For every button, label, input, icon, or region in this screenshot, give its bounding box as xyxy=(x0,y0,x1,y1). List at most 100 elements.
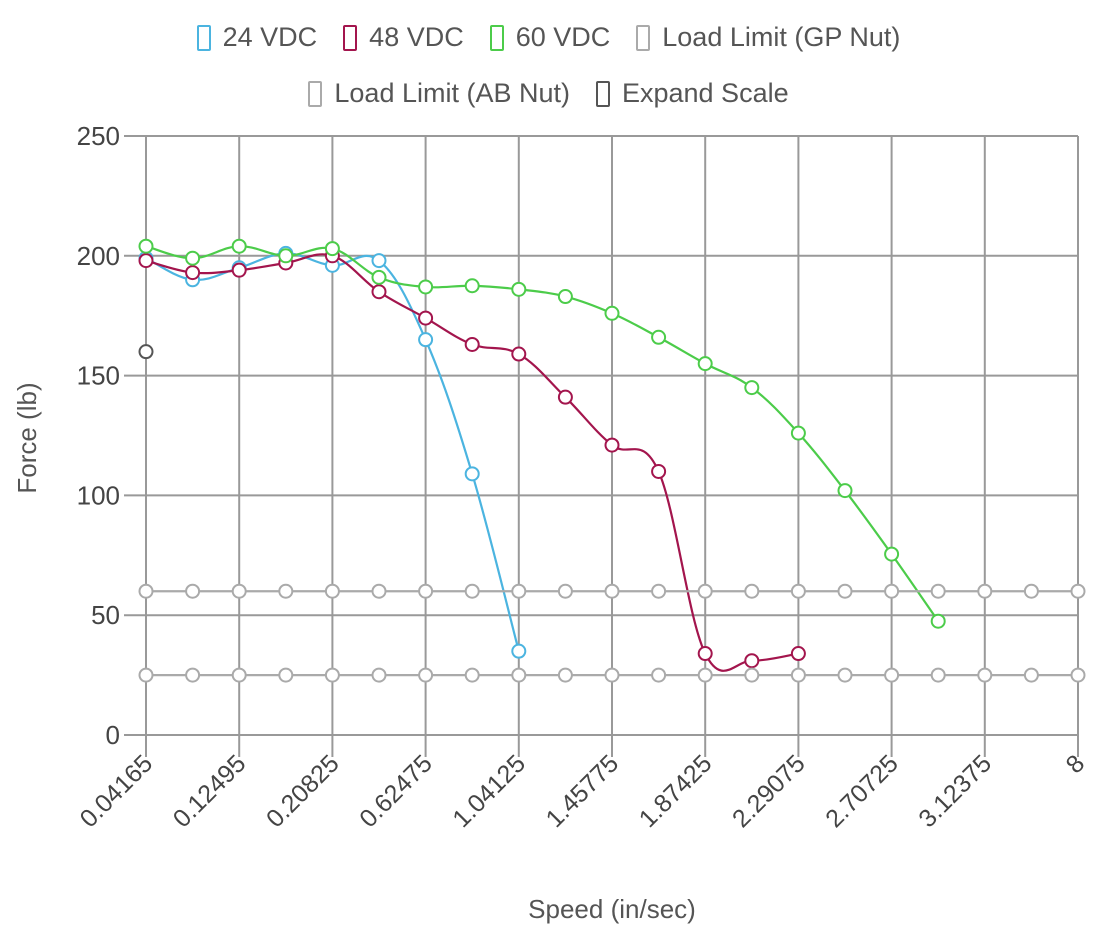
data-point-load-limit-gp-nut[interactable] xyxy=(790,583,806,599)
data-point-48-vdc[interactable] xyxy=(511,346,527,362)
y-tick-labels: 0 50 100 150 200 250 xyxy=(77,121,120,750)
data-point-load-limit-gp-nut[interactable] xyxy=(977,583,993,599)
data-point-48-vdc[interactable] xyxy=(604,437,620,453)
data-point-48-vdc[interactable] xyxy=(418,310,434,326)
data-point-load-limit-ab-nut[interactable] xyxy=(138,667,154,683)
y-tick-label: 0 xyxy=(106,720,120,750)
data-point-60-vdc[interactable] xyxy=(371,269,387,285)
data-point-load-limit-gp-nut[interactable] xyxy=(1070,583,1086,599)
data-point-load-limit-gp-nut[interactable] xyxy=(324,583,340,599)
data-point-load-limit-ab-nut[interactable] xyxy=(1070,667,1086,683)
data-point-60-vdc[interactable] xyxy=(464,278,480,294)
data-point-60-vdc[interactable] xyxy=(231,238,247,254)
data-point-load-limit-gp-nut[interactable] xyxy=(185,583,201,599)
data-point-60-vdc[interactable] xyxy=(837,483,853,499)
data-point-60-vdc[interactable] xyxy=(651,329,667,345)
data-point-24-vdc[interactable] xyxy=(464,466,480,482)
data-point-60-vdc[interactable] xyxy=(697,356,713,372)
data-point-48-vdc[interactable] xyxy=(790,646,806,662)
data-point-60-vdc[interactable] xyxy=(790,425,806,441)
data-point-48-vdc[interactable] xyxy=(371,284,387,300)
data-point-load-limit-ab-nut[interactable] xyxy=(604,667,620,683)
data-point-load-limit-ab-nut[interactable] xyxy=(418,667,434,683)
data-point-load-limit-ab-nut[interactable] xyxy=(651,667,667,683)
data-point-24-vdc[interactable] xyxy=(371,253,387,269)
data-point-load-limit-gp-nut[interactable] xyxy=(557,583,573,599)
data-point-60-vdc[interactable] xyxy=(278,248,294,264)
data-point-load-limit-gp-nut[interactable] xyxy=(1023,583,1039,599)
data-point-expand-scale[interactable] xyxy=(138,344,154,360)
data-point-load-limit-ab-nut[interactable] xyxy=(837,667,853,683)
data-point-load-limit-gp-nut[interactable] xyxy=(884,583,900,599)
legend-swatch[interactable] xyxy=(489,24,504,51)
data-point-load-limit-ab-nut[interactable] xyxy=(930,667,946,683)
legend-item-24-vdc[interactable]: 24 VDC xyxy=(196,22,317,53)
data-point-48-vdc[interactable] xyxy=(651,463,667,479)
data-point-load-limit-ab-nut[interactable] xyxy=(511,667,527,683)
data-point-60-vdc[interactable] xyxy=(744,380,760,396)
legend-item-60-vdc[interactable]: 60 VDC xyxy=(489,22,610,53)
data-point-load-limit-ab-nut[interactable] xyxy=(697,667,713,683)
legend-item-load-limit-ab-nut[interactable]: Load Limit (AB Nut) xyxy=(308,78,570,109)
data-point-60-vdc[interactable] xyxy=(138,238,154,254)
data-point-load-limit-ab-nut[interactable] xyxy=(557,667,573,683)
legend-swatch[interactable] xyxy=(343,24,358,51)
legend-label: Expand Scale xyxy=(621,78,789,108)
data-point-60-vdc[interactable] xyxy=(884,546,900,562)
x-tick-label: 0.04165 xyxy=(75,749,159,833)
data-point-load-limit-gp-nut[interactable] xyxy=(930,583,946,599)
data-point-48-vdc[interactable] xyxy=(697,646,713,662)
data-point-load-limit-gp-nut[interactable] xyxy=(418,583,434,599)
data-point-load-limit-ab-nut[interactable] xyxy=(884,667,900,683)
data-point-load-limit-ab-nut[interactable] xyxy=(324,667,340,683)
data-point-load-limit-ab-nut[interactable] xyxy=(185,667,201,683)
data-point-load-limit-gp-nut[interactable] xyxy=(604,583,620,599)
data-point-24-vdc[interactable] xyxy=(511,643,527,659)
data-point-24-vdc[interactable] xyxy=(418,332,434,348)
data-point-load-limit-gp-nut[interactable] xyxy=(464,583,480,599)
data-point-load-limit-gp-nut[interactable] xyxy=(651,583,667,599)
data-point-48-vdc[interactable] xyxy=(557,389,573,405)
data-point-48-vdc[interactable] xyxy=(185,265,201,281)
data-point-load-limit-ab-nut[interactable] xyxy=(744,667,760,683)
data-point-load-limit-gp-nut[interactable] xyxy=(697,583,713,599)
data-point-48-vdc[interactable] xyxy=(744,653,760,669)
legend-swatch[interactable] xyxy=(595,80,610,107)
data-point-60-vdc[interactable] xyxy=(930,613,946,629)
legend-swatch[interactable] xyxy=(308,80,323,107)
data-point-48-vdc[interactable] xyxy=(464,336,480,352)
legend-item-48-vdc[interactable]: 48 VDC xyxy=(343,22,464,53)
data-point-60-vdc[interactable] xyxy=(185,250,201,266)
x-tick-label: 2.29075 xyxy=(727,749,811,833)
legend-item-expand-scale[interactable]: Expand Scale xyxy=(595,78,789,109)
data-point-load-limit-ab-nut[interactable] xyxy=(977,667,993,683)
data-point-load-limit-ab-nut[interactable] xyxy=(231,667,247,683)
data-point-load-limit-ab-nut[interactable] xyxy=(371,667,387,683)
data-point-load-limit-gp-nut[interactable] xyxy=(837,583,853,599)
data-point-60-vdc[interactable] xyxy=(418,279,434,295)
data-point-60-vdc[interactable] xyxy=(604,305,620,321)
data-point-load-limit-ab-nut[interactable] xyxy=(278,667,294,683)
data-point-load-limit-gp-nut[interactable] xyxy=(371,583,387,599)
legend-swatch[interactable] xyxy=(636,24,651,51)
data-point-60-vdc[interactable] xyxy=(324,241,340,257)
data-point-60-vdc[interactable] xyxy=(511,281,527,297)
data-point-load-limit-gp-nut[interactable] xyxy=(231,583,247,599)
data-point-load-limit-ab-nut[interactable] xyxy=(464,667,480,683)
data-point-48-vdc[interactable] xyxy=(138,253,154,269)
data-point-48-vdc[interactable] xyxy=(231,262,247,278)
legend-swatch[interactable] xyxy=(196,24,211,51)
y-tick-label: 150 xyxy=(77,361,120,391)
legend-label: 48 VDC xyxy=(369,22,464,52)
y-tick-label: 100 xyxy=(77,480,120,510)
data-point-load-limit-ab-nut[interactable] xyxy=(1023,667,1039,683)
data-point-load-limit-ab-nut[interactable] xyxy=(790,667,806,683)
data-point-load-limit-gp-nut[interactable] xyxy=(511,583,527,599)
legend-item-load-limit-gp-nut[interactable]: Load Limit (GP Nut) xyxy=(636,22,900,53)
x-tick-label: 0.12495 xyxy=(168,749,252,833)
y-tick-label: 250 xyxy=(77,121,120,151)
data-point-load-limit-gp-nut[interactable] xyxy=(278,583,294,599)
data-point-load-limit-gp-nut[interactable] xyxy=(138,583,154,599)
data-point-60-vdc[interactable] xyxy=(557,289,573,305)
data-point-load-limit-gp-nut[interactable] xyxy=(744,583,760,599)
